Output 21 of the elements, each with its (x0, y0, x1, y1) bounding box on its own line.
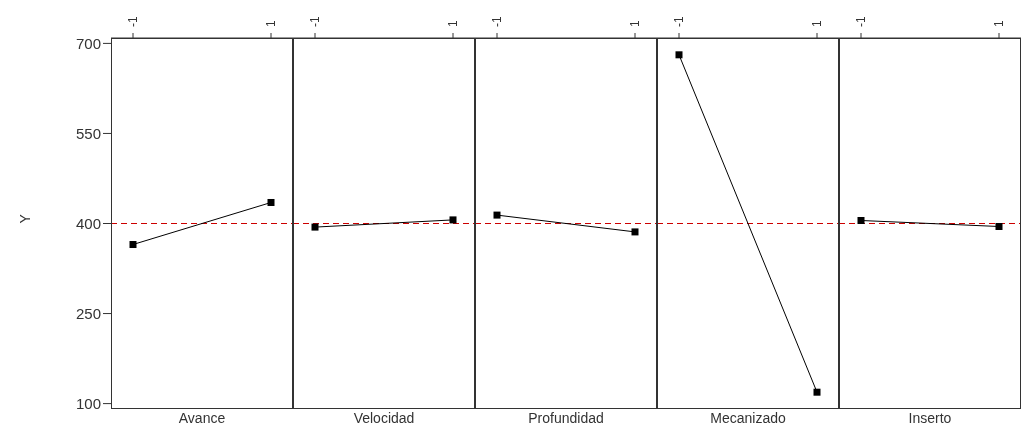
x-tick-label: -1 (672, 16, 686, 27)
x-tick-label: -1 (854, 16, 868, 27)
x-axis-title: Avance (177, 410, 227, 426)
x-tick-label: 1 (446, 20, 460, 27)
x-tick-label: 1 (992, 20, 1006, 27)
x-tick-label: -1 (308, 16, 322, 27)
x-tick-label: 1 (810, 20, 824, 27)
y-tick-label: 250 (75, 304, 101, 322)
x-axis-title: Velocidad (352, 410, 416, 426)
x-tick-label: -1 (490, 16, 504, 27)
x-tick-label: -1 (126, 16, 140, 27)
x-axis-title: Profundidad (527, 410, 605, 426)
x-tick-label: 1 (264, 20, 278, 27)
y-tick-label: 400 (75, 214, 101, 232)
x-axis-title: Inserto (907, 410, 953, 426)
y-tick-label: 100 (75, 394, 101, 412)
x-axis-title: Mecanizado (709, 410, 787, 426)
y-tick-label: 700 (75, 34, 101, 52)
y-tick-label: 550 (75, 124, 101, 142)
y-axis-title: Y (16, 213, 33, 224)
x-tick-label: 1 (628, 20, 642, 27)
